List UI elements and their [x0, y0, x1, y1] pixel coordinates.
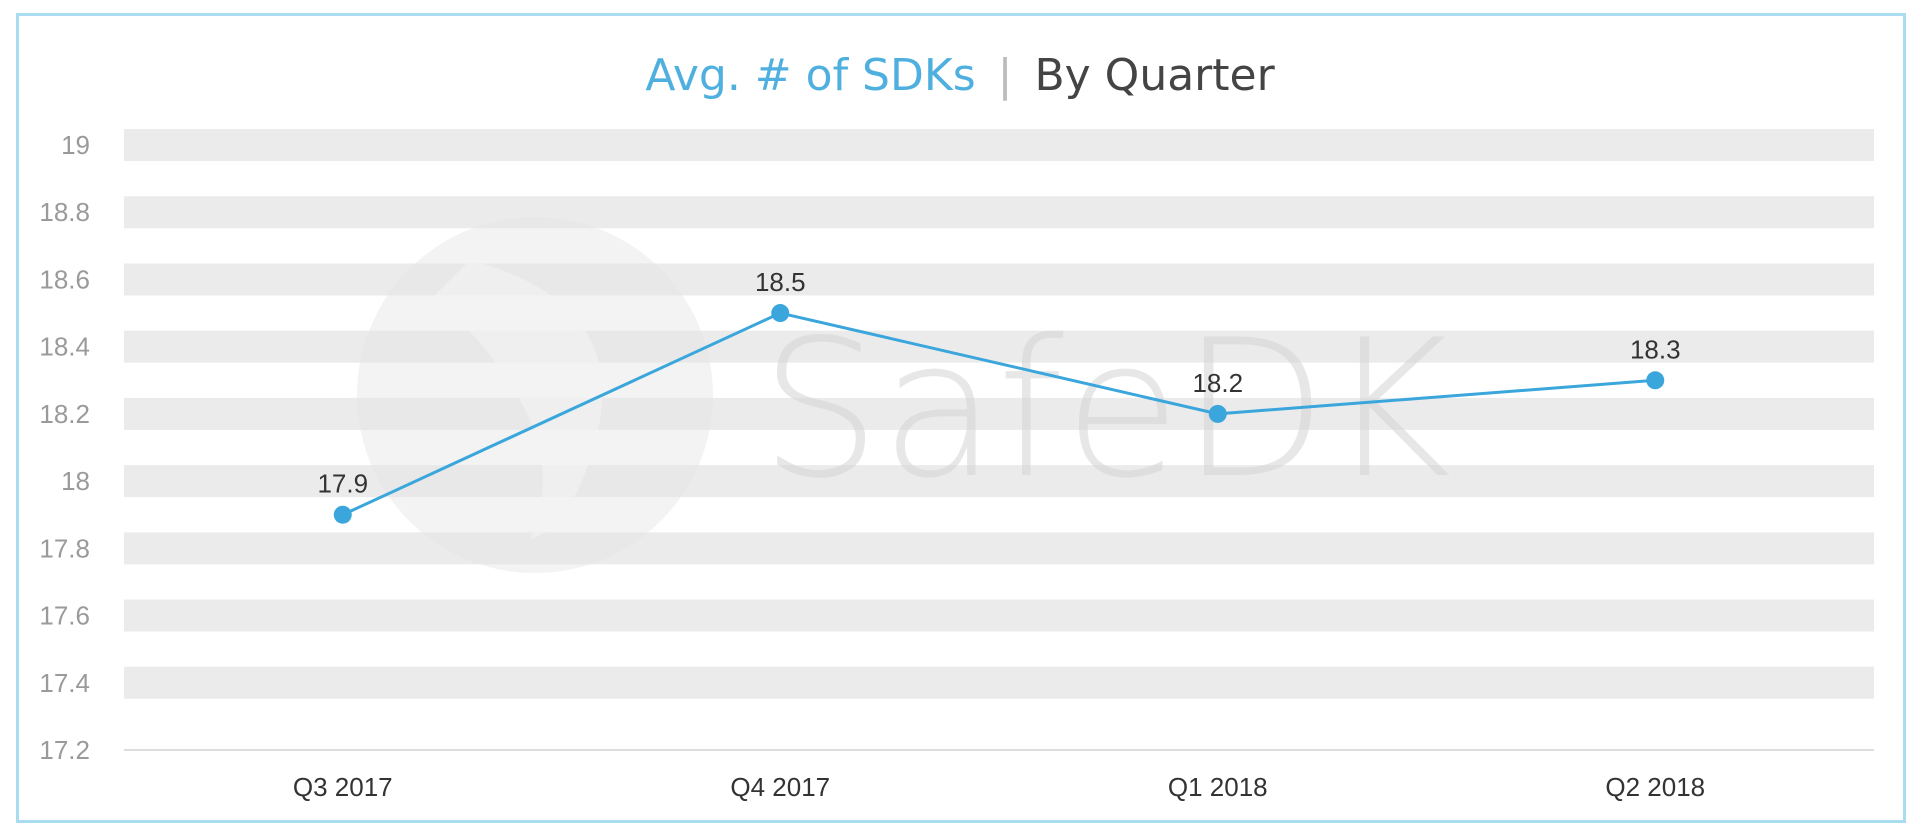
data-label: 17.9: [317, 469, 368, 499]
y-axis-ticks: 19 18.8 18.6 18.4 18.2 18 17.8 17.6 17.4 17.2: [39, 130, 90, 765]
grid-band: [124, 263, 1874, 296]
data-label: 18.2: [1192, 368, 1243, 398]
watermark-logo-swirl: [430, 260, 603, 540]
data-label: 18.3: [1630, 334, 1681, 364]
chart-title-separator: |: [998, 50, 1013, 101]
x-tick-label: Q3 2017: [293, 772, 393, 802]
data-point: [333, 505, 352, 524]
y-tick-label: 17.2: [39, 735, 90, 765]
y-tick-label: 18.2: [39, 399, 90, 429]
y-tick-label: 18.6: [39, 264, 90, 294]
grid-band: [124, 397, 1874, 430]
data-labels: 17.9 18.5 18.2 18.3: [317, 267, 1680, 499]
watermark: SafeDK: [357, 217, 1452, 573]
y-tick-label: 19: [61, 130, 90, 160]
y-tick-label: 17.8: [39, 533, 90, 563]
y-tick-label: 18.4: [39, 332, 90, 362]
x-tick-label: Q4 2017: [730, 772, 830, 802]
chart-title: Avg. # of SDKs | By Quarter: [645, 50, 1275, 101]
grid-bands: [124, 129, 1874, 699]
grid-band: [124, 330, 1874, 363]
y-tick-label: 17.4: [39, 668, 90, 698]
data-point: [1646, 371, 1665, 390]
data-point: [1208, 404, 1227, 423]
y-tick-label: 18.8: [39, 197, 90, 227]
data-point: [771, 304, 790, 323]
grid-band: [124, 666, 1874, 699]
y-tick-label: 17.6: [39, 601, 90, 631]
data-label: 18.5: [755, 267, 806, 297]
chart-title-sub: By Quarter: [1034, 50, 1275, 101]
y-tick-label: 18: [61, 466, 90, 496]
grid-band: [124, 196, 1874, 229]
x-tick-label: Q1 2018: [1168, 772, 1268, 802]
data-points: [333, 304, 1665, 524]
series-line: [342, 311, 1656, 517]
grid-band: [124, 129, 1874, 161]
grid-band: [124, 532, 1874, 565]
x-tick-label: Q2 2018: [1605, 772, 1705, 802]
grid-band: [124, 599, 1874, 632]
x-axis-ticks: Q3 2017 Q4 2017 Q1 2018 Q2 2018: [293, 772, 1705, 802]
chart-title-main: Avg. # of SDKs: [645, 50, 975, 101]
